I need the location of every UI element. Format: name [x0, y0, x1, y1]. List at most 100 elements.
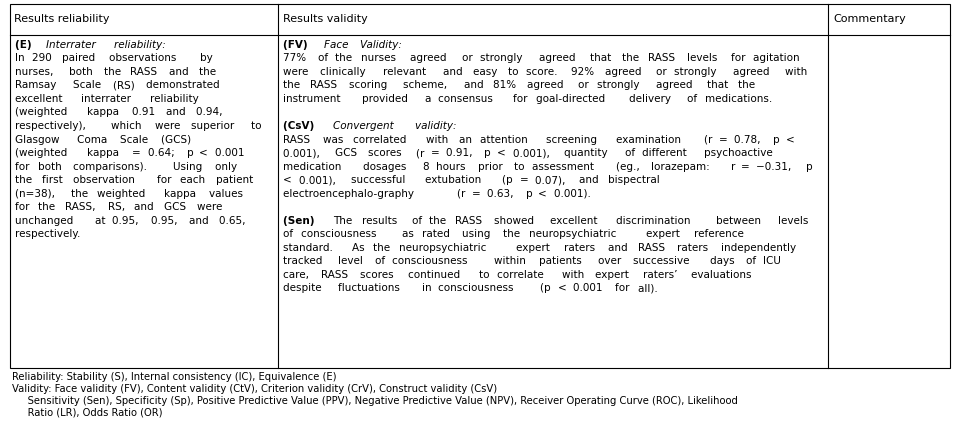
Text: agreed: agreed — [733, 67, 773, 77]
Text: Sensitivity (Sen), Specificity (Sp), Positive Predictive Value (PPV), Negative P: Sensitivity (Sen), Specificity (Sp), Pos… — [12, 396, 737, 406]
Text: respectively),: respectively), — [15, 121, 89, 131]
Text: successful: successful — [350, 175, 408, 185]
Text: p: p — [773, 135, 782, 145]
Text: strongly: strongly — [480, 53, 525, 63]
Text: independently: independently — [721, 243, 800, 253]
Text: Scale: Scale — [120, 135, 152, 145]
Text: In: In — [15, 53, 28, 63]
Text: results: results — [362, 216, 400, 226]
Text: levels: levels — [687, 53, 721, 63]
Text: Results validity: Results validity — [282, 14, 368, 25]
Text: −0.31,: −0.31, — [756, 162, 795, 172]
Text: consciousness: consciousness — [300, 229, 379, 239]
Text: agreed: agreed — [656, 80, 695, 91]
Text: both: both — [38, 162, 65, 172]
Text: Commentary: Commentary — [833, 14, 905, 25]
Text: nurses: nurses — [361, 53, 399, 63]
Text: raters: raters — [564, 243, 598, 253]
Text: GCS: GCS — [335, 148, 361, 158]
Text: with: with — [426, 135, 452, 145]
Text: <: < — [283, 175, 296, 185]
Text: Reliability: Stability (S), Internal consistency (IC), Equivalence (E): Reliability: Stability (S), Internal con… — [12, 372, 336, 382]
Text: r: r — [732, 162, 738, 172]
Text: levels: levels — [779, 216, 812, 226]
Text: The: The — [333, 216, 355, 226]
Text: 77%: 77% — [283, 53, 310, 63]
Text: the: the — [104, 67, 124, 77]
Text: (FV): (FV) — [283, 40, 312, 50]
Text: the: the — [503, 229, 523, 239]
Text: agreed: agreed — [411, 53, 450, 63]
Text: for: for — [513, 94, 531, 104]
Text: successive: successive — [633, 256, 692, 266]
Text: different: different — [642, 148, 690, 158]
Text: =: = — [431, 148, 443, 158]
Text: observation: observation — [73, 175, 137, 185]
Text: patients: patients — [539, 256, 585, 266]
Text: excellent: excellent — [15, 94, 66, 104]
Text: 92%: 92% — [571, 67, 597, 77]
Text: quantity: quantity — [564, 148, 612, 158]
Text: (n=38),: (n=38), — [15, 189, 59, 199]
Text: evaluations: evaluations — [691, 270, 755, 280]
Text: hours: hours — [436, 162, 468, 172]
Text: 0.001),: 0.001), — [283, 148, 324, 158]
Text: psychoactive: psychoactive — [704, 148, 776, 158]
Text: observations: observations — [108, 53, 180, 63]
Text: attention: attention — [480, 135, 531, 145]
Text: or: or — [657, 67, 670, 77]
Text: to: to — [515, 162, 528, 172]
Text: RS,: RS, — [108, 202, 129, 212]
Text: standard.: standard. — [283, 243, 337, 253]
Text: =: = — [132, 148, 144, 158]
Text: days: days — [709, 256, 737, 266]
Text: 0.001),: 0.001), — [513, 148, 553, 158]
Text: neuropsychiatric: neuropsychiatric — [529, 229, 620, 239]
Text: consciousness: consciousness — [392, 256, 470, 266]
Text: RASS,: RASS, — [64, 202, 98, 212]
Text: kappa: kappa — [87, 107, 122, 118]
Text: and: and — [608, 243, 631, 253]
Text: using: using — [462, 229, 493, 239]
Text: that: that — [590, 53, 614, 63]
Text: validity:: validity: — [416, 121, 460, 131]
Text: care,: care, — [283, 270, 313, 280]
Text: medication: medication — [283, 162, 345, 172]
Text: Validity:: Validity: — [360, 40, 405, 50]
Text: 8: 8 — [423, 162, 433, 172]
Text: =: = — [519, 175, 532, 185]
Text: tracked: tracked — [283, 256, 326, 266]
Text: the: the — [199, 67, 219, 77]
Text: score.: score. — [526, 67, 561, 77]
Text: agreed: agreed — [527, 80, 567, 91]
Text: expert: expert — [646, 229, 684, 239]
Text: the: the — [335, 53, 355, 63]
Text: 0.001),: 0.001), — [299, 175, 339, 185]
Text: were: were — [155, 121, 183, 131]
Text: Face: Face — [324, 40, 352, 50]
Text: Validity: Face validity (FV), Content validity (CtV), Criterion validity (CrV), : Validity: Face validity (FV), Content va… — [12, 384, 496, 394]
Text: consciousness: consciousness — [438, 283, 516, 294]
Text: neuropsychiatric: neuropsychiatric — [398, 243, 490, 253]
Text: weighted: weighted — [98, 189, 149, 199]
Text: 0.001: 0.001 — [215, 148, 248, 158]
Text: continued: continued — [408, 270, 464, 280]
Text: (weighted: (weighted — [15, 107, 71, 118]
Text: 0.65,: 0.65, — [219, 216, 249, 226]
Text: =: = — [471, 189, 484, 199]
Text: at: at — [95, 216, 108, 226]
Text: examination: examination — [616, 135, 684, 145]
Text: of: of — [746, 256, 759, 266]
Text: 0.001: 0.001 — [573, 283, 606, 294]
Text: scores: scores — [368, 148, 405, 158]
Text: (r: (r — [457, 189, 468, 199]
Text: RASS: RASS — [131, 67, 160, 77]
Text: Interrater: Interrater — [46, 40, 99, 50]
Text: RASS: RASS — [310, 80, 340, 91]
Text: for: for — [15, 202, 33, 212]
Text: (eg.,: (eg., — [616, 162, 643, 172]
Text: 0.78,: 0.78, — [734, 135, 764, 145]
Text: which: which — [111, 121, 145, 131]
Text: electroencephalo-graphy: electroencephalo-graphy — [283, 189, 418, 199]
Text: within: within — [493, 256, 529, 266]
